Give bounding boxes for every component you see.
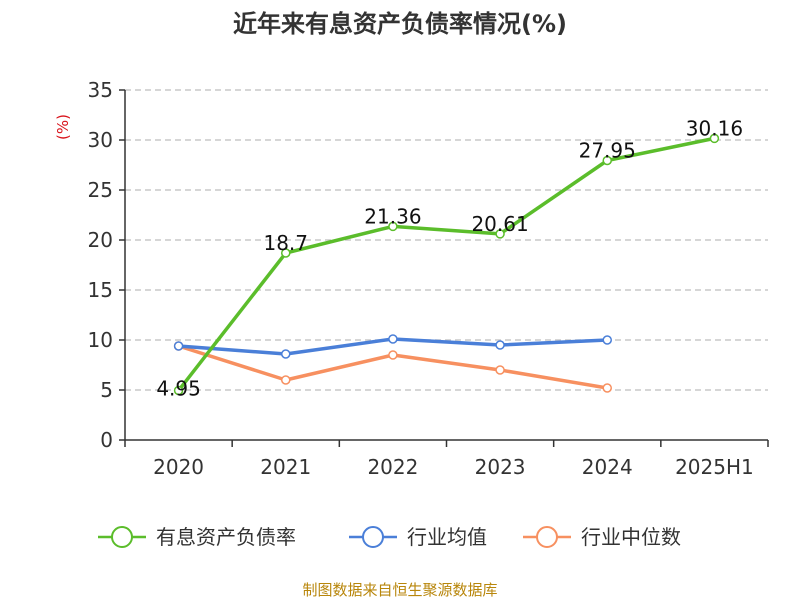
data-point[interactable] bbox=[173, 341, 184, 351]
data-label: 30.16 bbox=[686, 116, 743, 140]
data-point[interactable] bbox=[173, 385, 184, 396]
data-point[interactable] bbox=[281, 349, 291, 359]
y-tick-label: 35 bbox=[88, 78, 113, 102]
x-tick-label: 2025H1 bbox=[675, 455, 754, 479]
y-tick-label: 5 bbox=[100, 378, 113, 402]
y-axis-label: (%) bbox=[54, 114, 72, 140]
legend-label: 有息资产负债率 bbox=[156, 525, 296, 549]
chart-title: 近年来有息资产负债率情况(%) bbox=[233, 10, 567, 38]
legend-marker bbox=[362, 526, 384, 548]
data-point[interactable] bbox=[495, 365, 505, 375]
data-label: 4.95 bbox=[156, 377, 201, 401]
data-point[interactable] bbox=[602, 335, 612, 345]
data-point[interactable] bbox=[388, 221, 398, 232]
legend-item[interactable]: 有息资产负债率 bbox=[98, 525, 296, 549]
x-tick-label: 2021 bbox=[260, 455, 311, 479]
data-point[interactable] bbox=[709, 133, 720, 144]
x-tick-label: 2024 bbox=[582, 455, 633, 479]
data-point[interactable] bbox=[602, 383, 612, 393]
data-point[interactable] bbox=[281, 248, 291, 258]
legend-label: 行业中位数 bbox=[581, 525, 681, 549]
y-tick-label: 20 bbox=[88, 228, 113, 252]
axes: 0 5 10 15 20 25 30 35 2020 2021 2022 2023 2024 2025H1 bbox=[88, 78, 769, 479]
data-point[interactable] bbox=[388, 350, 398, 360]
data-point[interactable] bbox=[281, 375, 291, 385]
data-label: 18.7 bbox=[263, 231, 308, 255]
y-tick-label: 10 bbox=[88, 328, 113, 352]
y-tick-label: 15 bbox=[88, 278, 113, 302]
legend-marker bbox=[536, 526, 558, 548]
y-tick-label: 30 bbox=[88, 128, 113, 152]
legend[interactable]: 有息资产负债率 行业均值 行业中位数 bbox=[98, 525, 681, 549]
legend-item[interactable]: 行业均值 bbox=[349, 525, 487, 549]
data-label: 27.95 bbox=[579, 139, 636, 163]
series-line bbox=[177, 136, 715, 392]
data-point[interactable] bbox=[495, 340, 505, 350]
data-label: 21.36 bbox=[364, 204, 421, 228]
y-tick-label: 0 bbox=[100, 428, 113, 452]
data-labels: 4.95 18.7 21.36 20.61 27.95 30.16 bbox=[156, 116, 743, 400]
data-point[interactable] bbox=[602, 155, 612, 166]
legend-marker bbox=[111, 526, 133, 548]
grid-lines bbox=[125, 89, 768, 391]
data-label: 20.61 bbox=[471, 212, 528, 236]
x-tick-label: 2020 bbox=[153, 455, 204, 479]
x-tick-label: 2022 bbox=[367, 455, 418, 479]
data-point[interactable] bbox=[388, 334, 398, 344]
legend-label: 行业均值 bbox=[407, 525, 487, 549]
series-group bbox=[173, 133, 720, 396]
y-tick-label: 25 bbox=[88, 178, 113, 202]
legend-item[interactable]: 行业中位数 bbox=[523, 525, 681, 549]
x-tick-label: 2023 bbox=[475, 455, 526, 479]
source-note: 制图数据来自恒生聚源数据库 bbox=[302, 581, 497, 599]
data-point[interactable] bbox=[495, 229, 505, 239]
